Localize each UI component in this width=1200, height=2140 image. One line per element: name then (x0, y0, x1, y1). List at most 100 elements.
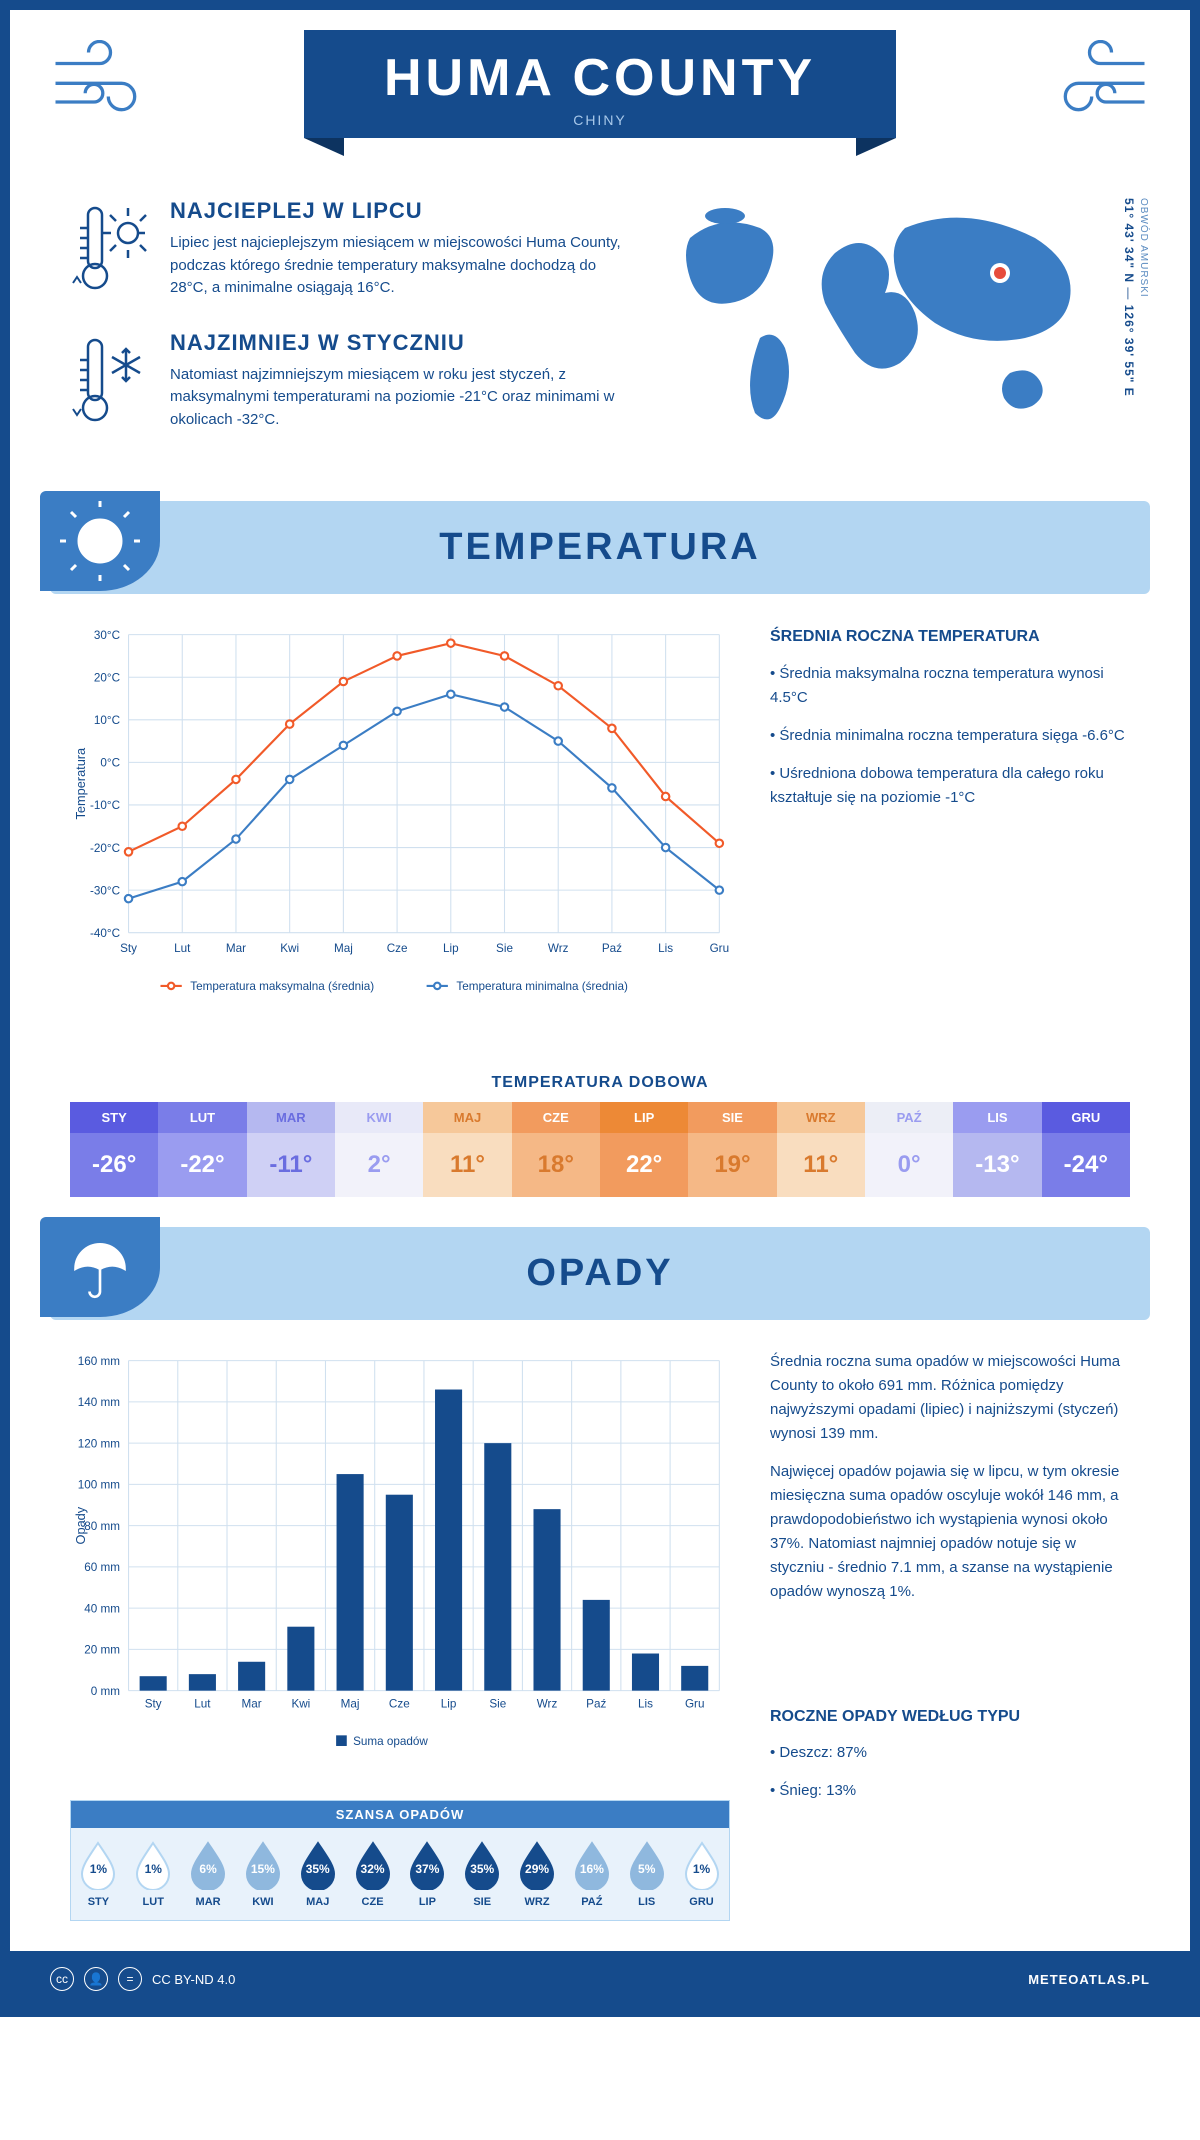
precip-para: Średnia roczna suma opadów w miejscowośc… (770, 1350, 1130, 1446)
title-banner: HUMA COUNTY CHINY (304, 30, 896, 138)
section-title-precipitation: OPADY (50, 1252, 1150, 1295)
svg-text:0 mm: 0 mm (91, 1684, 120, 1697)
temp-bullet: • Średnia minimalna roczna temperatura s… (770, 724, 1130, 748)
umbrella-icon (40, 1217, 160, 1317)
svg-text:Paź: Paź (602, 942, 622, 955)
temperature-chart: -40°C-30°C-20°C-10°C0°C10°C20°C30°CStyLu… (70, 624, 730, 1034)
temp-bullet: • Średnia maksymalna roczna temperatura … (770, 662, 1130, 710)
footer: cc 👤 = CC BY-ND 4.0 METEOATLAS.PL (10, 1951, 1190, 2007)
precipitation-chance-box: SZANSA OPADÓW 1%STY1%LUT6%MAR15%KWI35%MA… (70, 1800, 730, 1921)
svg-text:Lis: Lis (658, 942, 673, 955)
svg-text:100 mm: 100 mm (78, 1478, 120, 1491)
svg-text:Maj: Maj (334, 942, 353, 955)
precip-para: Najwięcej opadów pojawia się w lipcu, w … (770, 1460, 1130, 1604)
license-text: CC BY-ND 4.0 (152, 1972, 235, 1987)
svg-text:Kwi: Kwi (280, 942, 299, 955)
temperature-summary: ŚREDNIA ROCZNA TEMPERATURA • Średnia mak… (770, 624, 1130, 1034)
sun-icon (40, 491, 160, 591)
svg-text:Sie: Sie (496, 942, 513, 955)
precipitation-chart-area: 0 mm20 mm40 mm60 mm80 mm100 mm120 mm140 … (70, 1350, 730, 1922)
svg-text:Lut: Lut (194, 1697, 211, 1710)
precipitation-content: 0 mm20 mm40 mm60 mm80 mm100 mm120 mm140 … (10, 1320, 1190, 1952)
chance-title: SZANSA OPADÓW (71, 1801, 729, 1828)
precipitation-summary: Średnia roczna suma opadów w miejscowośc… (770, 1350, 1130, 1922)
chance-cell: 37%LIP (400, 1840, 455, 1908)
chance-cell: 35%SIE (455, 1840, 510, 1908)
svg-text:60 mm: 60 mm (84, 1561, 120, 1574)
temp-cell: SIE19° (688, 1102, 776, 1197)
svg-text:Cze: Cze (387, 942, 408, 955)
page-root: HUMA COUNTY CHINY NAJCIEPLEJ W LIPCU Lip… (0, 0, 1200, 2017)
thermometer-snow-icon (70, 330, 150, 430)
temp-cell: PAŹ0° (865, 1102, 953, 1197)
svg-text:Gru: Gru (685, 1697, 704, 1710)
chance-cell: 1%GRU (674, 1840, 729, 1908)
svg-text:Sty: Sty (120, 942, 137, 955)
svg-text:Cze: Cze (389, 1697, 410, 1710)
coord-lat: 51° 43' 34" N (1122, 198, 1136, 283)
by-icon: 👤 (84, 1967, 108, 1991)
svg-text:-30°C: -30°C (90, 884, 120, 897)
temp-cell: CZE18° (512, 1102, 600, 1197)
world-map-svg (670, 198, 1090, 438)
wind-decoration-icon (1040, 40, 1150, 134)
page-subtitle: CHINY (384, 112, 816, 128)
temp-bullet: • Uśredniona dobowa temperatura dla całe… (770, 762, 1130, 810)
temp-cell: STY-26° (70, 1102, 158, 1197)
svg-text:20 mm: 20 mm (84, 1643, 120, 1656)
section-banner-temperature: TEMPERATURA (50, 501, 1150, 594)
chance-row: 1%STY1%LUT6%MAR15%KWI35%MAJ32%CZE37%LIP3… (71, 1828, 729, 1920)
temperature-content: -40°C-30°C-20°C-10°C0°C10°C20°C30°CStyLu… (10, 594, 1190, 1064)
chance-cell: 16%PAŹ (564, 1840, 619, 1908)
svg-text:Mar: Mar (242, 1697, 262, 1710)
svg-text:Temperatura maksymalna (średni: Temperatura maksymalna (średnia) (190, 980, 374, 993)
precip-type-bullet: • Deszcz: 87% (770, 1741, 1130, 1765)
fact-cold-text: NAJZIMNIEJ W STYCZNIU Natomiast najzimni… (170, 330, 630, 432)
coord-lon: 126° 39' 55" E (1122, 305, 1136, 397)
temp-cell: MAR-11° (247, 1102, 335, 1197)
svg-text:Kwi: Kwi (291, 1697, 310, 1710)
temp-cell: MAJ11° (423, 1102, 511, 1197)
coord-region: OBWÓD AMURSKI (1138, 198, 1149, 298)
chance-cell: 35%MAJ (290, 1840, 345, 1908)
precipitation-bar-chart: 0 mm20 mm40 mm60 mm80 mm100 mm120 mm140 … (70, 1350, 730, 1776)
svg-text:Lip: Lip (443, 942, 459, 955)
fact-cold-body: Natomiast najzimniejszym miesiącem w rok… (170, 364, 630, 432)
chance-cell: 1%LUT (126, 1840, 181, 1908)
svg-text:20°C: 20°C (94, 671, 120, 684)
svg-text:Temperatura minimalna (średnia: Temperatura minimalna (średnia) (456, 980, 628, 993)
fact-hot-body: Lipiec jest najcieplejszym miesiącem w m… (170, 232, 630, 300)
svg-text:Wrz: Wrz (548, 942, 569, 955)
svg-text:30°C: 30°C (94, 629, 120, 642)
temp-side-title: ŚREDNIA ROCZNA TEMPERATURA (770, 624, 1130, 650)
svg-text:140 mm: 140 mm (78, 1396, 120, 1409)
fact-hot: NAJCIEPLEJ W LIPCU Lipiec jest najcieple… (70, 198, 630, 300)
chance-cell: 5%LIS (619, 1840, 674, 1908)
chance-cell: 6%MAR (181, 1840, 236, 1908)
svg-text:Lis: Lis (638, 1697, 653, 1710)
section-banner-precipitation: OPADY (50, 1227, 1150, 1320)
cc-icon: cc (50, 1967, 74, 1991)
svg-text:Mar: Mar (226, 942, 246, 955)
fact-hot-text: NAJCIEPLEJ W LIPCU Lipiec jest najcieple… (170, 198, 630, 300)
intro-section: NAJCIEPLEJ W LIPCU Lipiec jest najcieple… (10, 168, 1190, 481)
temp-cell: LUT-22° (158, 1102, 246, 1197)
temp-cell: KWI2° (335, 1102, 423, 1197)
svg-text:Sty: Sty (145, 1697, 162, 1710)
svg-text:Gru: Gru (710, 942, 729, 955)
chance-cell: 1%STY (71, 1840, 126, 1908)
chance-cell: 32%CZE (345, 1840, 400, 1908)
section-title-temperature: TEMPERATURA (50, 526, 1150, 569)
site-name: METEOATLAS.PL (1028, 1972, 1150, 1987)
license: cc 👤 = CC BY-ND 4.0 (50, 1967, 235, 1991)
temp-cell: LIP22° (600, 1102, 688, 1197)
chance-cell: 29%WRZ (510, 1840, 565, 1908)
svg-text:40 mm: 40 mm (84, 1602, 120, 1615)
page-title: HUMA COUNTY (384, 48, 816, 108)
daily-temperature-table: STY-26°LUT-22°MAR-11°KWI2°MAJ11°CZE18°LI… (70, 1102, 1130, 1197)
svg-text:-20°C: -20°C (90, 842, 120, 855)
svg-text:Paź: Paź (586, 1697, 606, 1710)
intro-facts: NAJCIEPLEJ W LIPCU Lipiec jest najcieple… (70, 198, 630, 461)
temp-cell: LIS-13° (953, 1102, 1041, 1197)
temp-cell: GRU-24° (1042, 1102, 1130, 1197)
